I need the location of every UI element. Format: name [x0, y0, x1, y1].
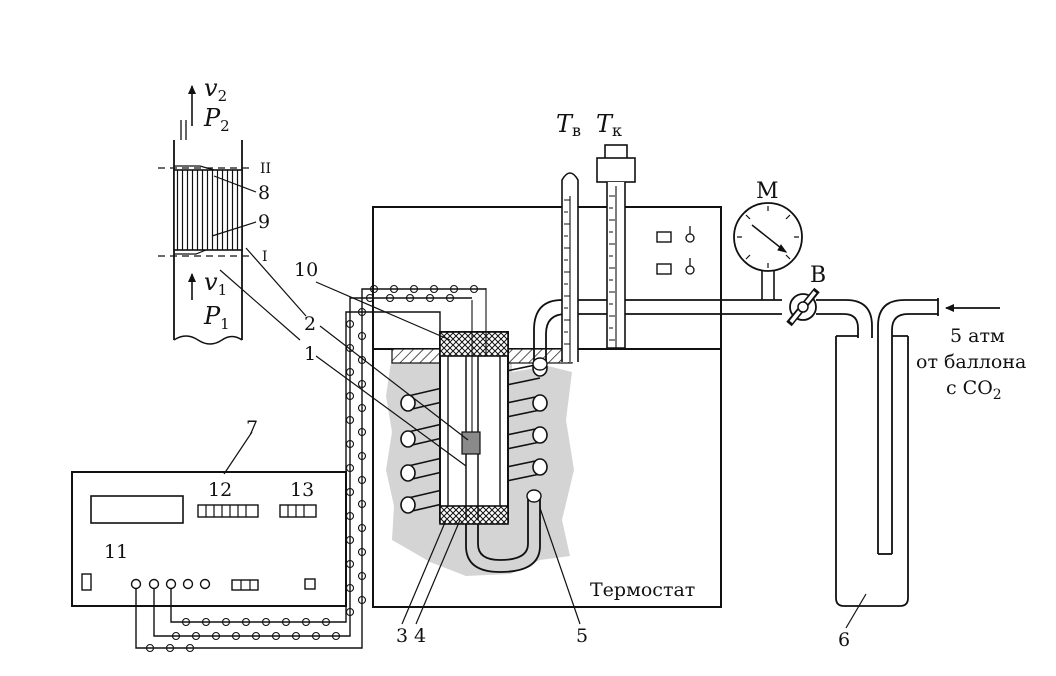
svg-text:P2: P2: [203, 104, 230, 135]
inset-porous-plug: [173, 169, 243, 251]
thermometer-Tk: [596, 144, 636, 349]
svg-text:v2: v2: [204, 74, 227, 105]
svg-text:Tв: Tв: [556, 110, 581, 140]
svg-text:P1: P1: [203, 302, 230, 333]
label-v1-sub: 1: [218, 281, 228, 299]
svg-text:Tк: Tк: [596, 110, 622, 140]
label-thermostat: Термостат: [590, 579, 695, 601]
label-P1: P: [203, 302, 221, 330]
bottom-plug: [439, 505, 509, 525]
thermostat-switch-1: [656, 231, 672, 243]
label-Tv-sub: в: [572, 121, 581, 140]
label-section-II: II: [260, 161, 271, 177]
thermometer-Tv: [561, 172, 579, 362]
label-12: 12: [208, 479, 232, 501]
label-1: 1: [304, 343, 316, 365]
label-4: 4: [414, 625, 426, 647]
label-13: 13: [290, 479, 314, 501]
source-line-3: с CO: [946, 377, 993, 399]
label-Tv: T: [556, 110, 574, 138]
source-line-3-sub: 2: [993, 387, 1002, 403]
label-Tk-sub: к: [612, 121, 622, 140]
label-3: 3: [396, 625, 408, 647]
indicator-block: [231, 579, 259, 591]
label-v2: v: [204, 74, 218, 102]
source-line-2: от баллона: [916, 351, 1026, 373]
heater-element: [461, 431, 481, 455]
label-P1-sub: 1: [220, 315, 230, 333]
thermostat-lid-left: [391, 348, 441, 364]
inset-tube-detail: [158, 85, 257, 345]
inlet-pipe: [816, 298, 1000, 555]
svg-text:с CO2: с CO2: [946, 377, 1002, 403]
label-7: 7: [246, 417, 258, 439]
label-valve: B: [810, 263, 826, 288]
small-indicator: [304, 578, 316, 590]
label-8: 8: [258, 182, 270, 204]
valve-B: [786, 287, 820, 327]
measurement-tube: [439, 288, 509, 525]
shielded-cables: [135, 284, 486, 653]
terminal-4: [182, 578, 194, 590]
label-v1: v: [204, 268, 218, 296]
top-plug: [439, 331, 509, 357]
leader-lines: [219, 247, 867, 629]
thermostat-knob-2: [685, 265, 695, 275]
terminal-5: [199, 578, 211, 590]
display-screen: [90, 495, 184, 524]
label-2: 2: [304, 313, 316, 335]
indicator-12: [197, 504, 259, 518]
svg-text:v1: v1: [204, 268, 227, 299]
manometer: [733, 202, 803, 300]
label-11: 11: [104, 541, 128, 563]
label-5: 5: [576, 625, 588, 647]
vessel-6: [835, 336, 909, 607]
label-6: 6: [838, 629, 850, 651]
labels: v2 P2 v1 P1 II I 8 9 10 2 1 7 12 13 11 3…: [104, 74, 1026, 651]
cable-rings: [145, 284, 479, 653]
source-line-1: 5 атм: [950, 325, 1005, 347]
label-P2-sub: 2: [220, 117, 230, 135]
thermostat-knob-1: [685, 233, 695, 243]
indicator-13: [279, 504, 317, 518]
label-P2: P: [203, 104, 221, 132]
power-switch-11: [81, 573, 92, 591]
label-10: 10: [294, 259, 318, 281]
label-section-I: I: [262, 249, 268, 265]
label-9: 9: [258, 211, 270, 233]
label-Tk: T: [596, 110, 614, 138]
control-unit: [71, 471, 347, 607]
label-manometer: M: [756, 179, 779, 204]
thermostat-switch-2: [656, 263, 672, 275]
label-v2-sub: 2: [218, 87, 228, 105]
